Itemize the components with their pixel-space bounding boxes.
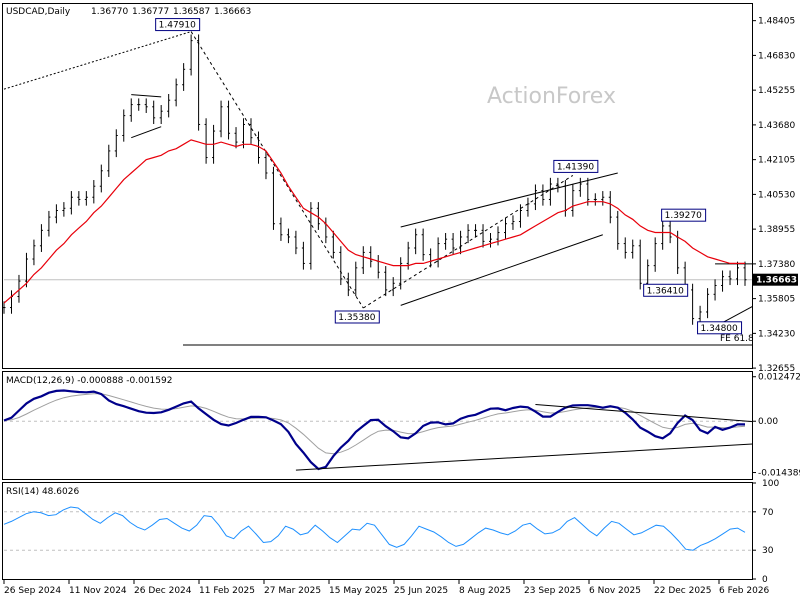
price-panel-frame: [2, 3, 753, 369]
pivot-label-box: [661, 208, 707, 222]
x-tick-label: 26 Dec 2024: [134, 586, 192, 596]
current-price-value: 1.36663: [756, 276, 797, 286]
x-tick-label: 6 Nov 2025: [589, 586, 641, 596]
rsi-tick-label: 100: [762, 479, 779, 489]
macd-tick-label: 0.012472: [758, 373, 800, 383]
x-tick-label: 11 Feb 2025: [199, 586, 255, 596]
price-tick-label: 1.37380: [758, 260, 795, 270]
macd-tick-label: -0.014389: [758, 469, 800, 479]
moving-average-line: [3, 139, 745, 304]
price-tick-label: 1.42105: [758, 156, 795, 166]
x-tick-label: 23 Sep 2025: [524, 586, 581, 596]
pivot-label-box: [697, 321, 743, 335]
x-axis: 26 Sep 2024 11 Nov 2024 26 Dec 2024 11 Feb …: [3, 580, 770, 596]
ohlc-open: 1.36770: [91, 7, 128, 17]
rsi-series: [3, 506, 746, 551]
macd-axis: 0.012472 0.00 -0.014389: [4, 373, 800, 479]
price-tick-label: 1.46830: [758, 51, 795, 61]
trend-annotations: [3, 31, 753, 346]
rsi-label: RSI(14) 48.6026: [6, 487, 79, 497]
macd-signal-line: [3, 393, 746, 455]
macd-support-trendline: [295, 443, 753, 471]
price-tick-label: 1.45255: [758, 86, 795, 96]
macd-panel-frame: [2, 371, 753, 480]
price-axis: 1.48405 1.46830 1.45255 1.43680 1.42105 1.405…: [752, 17, 795, 374]
x-tick-label: 27 Mar 2025: [264, 586, 321, 596]
macd-series: [3, 389, 753, 471]
rsi-panel-frame: [2, 482, 753, 580]
rsi-line: [3, 506, 746, 551]
price-tick-label: 1.34230: [758, 329, 795, 339]
price-series: [2, 34, 747, 325]
price-tick-label: 1.48405: [758, 17, 795, 27]
chart-title: USDCAD,Daily: [6, 7, 71, 17]
pivot-label: 1.47910: [159, 21, 196, 31]
current-price-marker: 1.36663: [752, 273, 798, 286]
x-tick-label: 22 Dec 2025: [654, 586, 712, 596]
rsi-tick-label: 0: [762, 575, 768, 585]
x-tick-label: 8 Aug 2025: [459, 586, 511, 596]
pivot-label-box: [334, 310, 380, 324]
macd-main-line: [3, 389, 745, 471]
macd-resistance-trendline: [535, 403, 753, 423]
price-tick-label: 1.32655: [758, 364, 795, 374]
pivot-label: 1.34800: [701, 324, 738, 334]
channel-lower-line: [400, 234, 603, 306]
x-tick-label: 11 Nov 2024: [69, 586, 127, 596]
macd-tick-label: 0.00: [758, 417, 778, 427]
long-term-dashed-trendline: [3, 31, 192, 90]
rsi-tick-label: 70: [762, 508, 774, 518]
rsi-tick-label: 30: [762, 546, 774, 556]
pivot-label: 1.35380: [338, 313, 375, 323]
ohlc-high: 1.36777: [132, 7, 169, 17]
x-tick-label: 6 Feb 2026: [719, 586, 770, 596]
price-tick-label: 1.35805: [758, 295, 795, 305]
fe-label: FE 61.8: [720, 334, 754, 344]
rise-dashed-line: [363, 174, 574, 309]
price-tick-label: 1.38955: [758, 225, 795, 235]
pivot-label: 1.36410: [647, 286, 684, 296]
watermark: ActionForex: [487, 84, 616, 109]
channel-upper-line: [400, 172, 618, 228]
flag-top-line: [131, 94, 162, 98]
current-price-tag: [752, 273, 798, 286]
x-tick-label: 15 May 2025: [329, 586, 388, 596]
x-tick-label: 26 Sep 2024: [4, 586, 61, 596]
pivot-labels: 1.47910 1.35380 1.41390 1.39270 1.36410 1.348…: [155, 18, 743, 335]
decline-dashed-line: [190, 31, 364, 309]
pivot-label-box: [553, 159, 599, 173]
price-tick-label: 1.43680: [758, 121, 795, 131]
ohlc-close: 1.36663: [214, 7, 251, 17]
flag-bottom-line: [131, 126, 162, 139]
ohlc-low: 1.36587: [173, 7, 210, 17]
pivot-label: 1.39270: [665, 211, 702, 221]
pivot-label: 1.41390: [557, 162, 594, 172]
x-tick-label: 25 Jun 2025: [394, 586, 448, 596]
macd-label: MACD(12,26,9) -0.000888 -0.001592: [6, 376, 172, 386]
pivot-label-box: [643, 283, 689, 297]
price-tick-label: 1.40530: [758, 190, 795, 200]
pivot-label-box: [155, 18, 201, 32]
rsi-axis: 100 70 30 0: [4, 479, 779, 585]
